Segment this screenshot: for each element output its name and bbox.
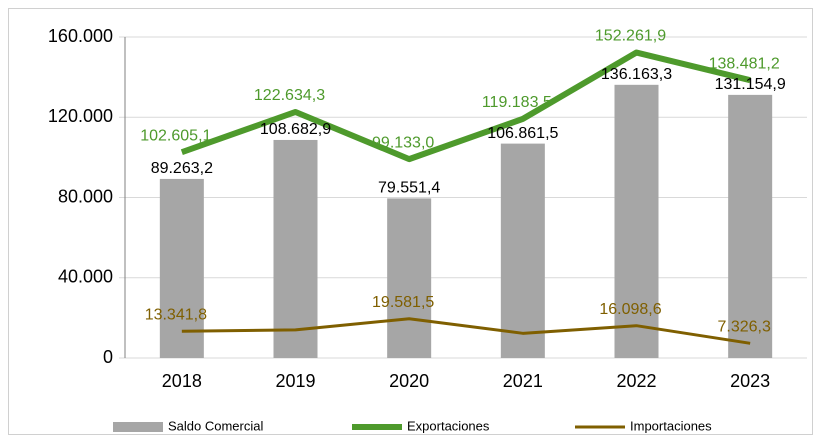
legend-label: Exportaciones — [407, 418, 490, 433]
bar — [387, 198, 432, 358]
data-label: 106.861,5 — [487, 125, 558, 142]
bar — [159, 178, 204, 358]
data-label: 13.341,8 — [145, 306, 207, 323]
y-tick-label: 40.000 — [58, 267, 113, 287]
bar — [728, 94, 773, 358]
x-tick-label: 2018 — [162, 371, 202, 391]
data-label: 122.634,3 — [254, 87, 325, 104]
data-label: 89.263,2 — [151, 160, 213, 177]
data-label: 119.183,5 — [482, 94, 552, 111]
x-tick-label: 2019 — [275, 371, 315, 391]
x-tick-label: 2021 — [503, 371, 543, 391]
line — [180, 49, 751, 163]
data-label: 108.682,9 — [260, 121, 331, 138]
legend-label: Importaciones — [630, 418, 712, 433]
y-tick-label: 80.000 — [58, 186, 113, 206]
data-label: 16.098,6 — [599, 301, 661, 318]
data-label: 138.481,2 — [709, 55, 780, 72]
y-tick-label: 0 — [103, 347, 113, 367]
y-tick-label: 160.000 — [48, 26, 113, 46]
bar — [500, 143, 545, 358]
bar — [273, 139, 318, 358]
data-label: 7.326,3 — [717, 319, 770, 336]
legend-label: Saldo Comercial — [168, 418, 263, 433]
data-label: 19.581,5 — [372, 294, 434, 311]
data-label: 131.154,9 — [715, 76, 786, 93]
data-label: 102.605,1 — [140, 127, 211, 144]
data-label: 152.261,9 — [595, 28, 666, 45]
line — [181, 317, 751, 345]
legend-swatch — [113, 422, 163, 432]
x-tick-label: 2020 — [389, 371, 429, 391]
bar — [614, 84, 659, 358]
data-label: 99.133,0 — [372, 134, 434, 151]
y-tick-label: 120.000 — [48, 106, 113, 126]
data-label: 79.551,4 — [378, 180, 440, 197]
x-tick-label: 2023 — [730, 371, 770, 391]
data-label: 136.163,3 — [601, 66, 672, 83]
x-tick-label: 2022 — [616, 371, 656, 391]
